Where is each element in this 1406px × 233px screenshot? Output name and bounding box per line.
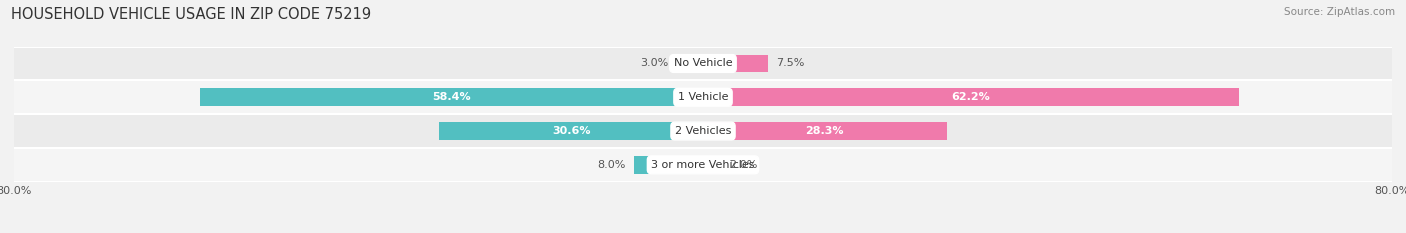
Text: 3.0%: 3.0% — [640, 58, 669, 69]
Text: 28.3%: 28.3% — [806, 126, 844, 136]
Text: 2 Vehicles: 2 Vehicles — [675, 126, 731, 136]
Bar — [14, 80, 1392, 114]
Bar — [703, 89, 1239, 106]
Bar — [14, 47, 1392, 80]
Bar — [634, 156, 703, 174]
Text: 2.0%: 2.0% — [728, 160, 758, 170]
Text: No Vehicle: No Vehicle — [673, 58, 733, 69]
Text: 1 Vehicle: 1 Vehicle — [678, 92, 728, 102]
Text: 3 or more Vehicles: 3 or more Vehicles — [651, 160, 755, 170]
Text: 58.4%: 58.4% — [432, 92, 471, 102]
Bar — [703, 55, 768, 72]
Bar — [200, 89, 703, 106]
Bar — [14, 148, 1392, 182]
Bar — [678, 55, 703, 72]
Text: 62.2%: 62.2% — [952, 92, 990, 102]
Bar — [703, 122, 946, 140]
Bar — [440, 122, 703, 140]
Text: 30.6%: 30.6% — [553, 126, 591, 136]
Bar — [14, 114, 1392, 148]
Text: HOUSEHOLD VEHICLE USAGE IN ZIP CODE 75219: HOUSEHOLD VEHICLE USAGE IN ZIP CODE 7521… — [11, 7, 371, 22]
Text: Source: ZipAtlas.com: Source: ZipAtlas.com — [1284, 7, 1395, 17]
Bar — [703, 156, 720, 174]
Text: 7.5%: 7.5% — [776, 58, 804, 69]
Text: 8.0%: 8.0% — [598, 160, 626, 170]
